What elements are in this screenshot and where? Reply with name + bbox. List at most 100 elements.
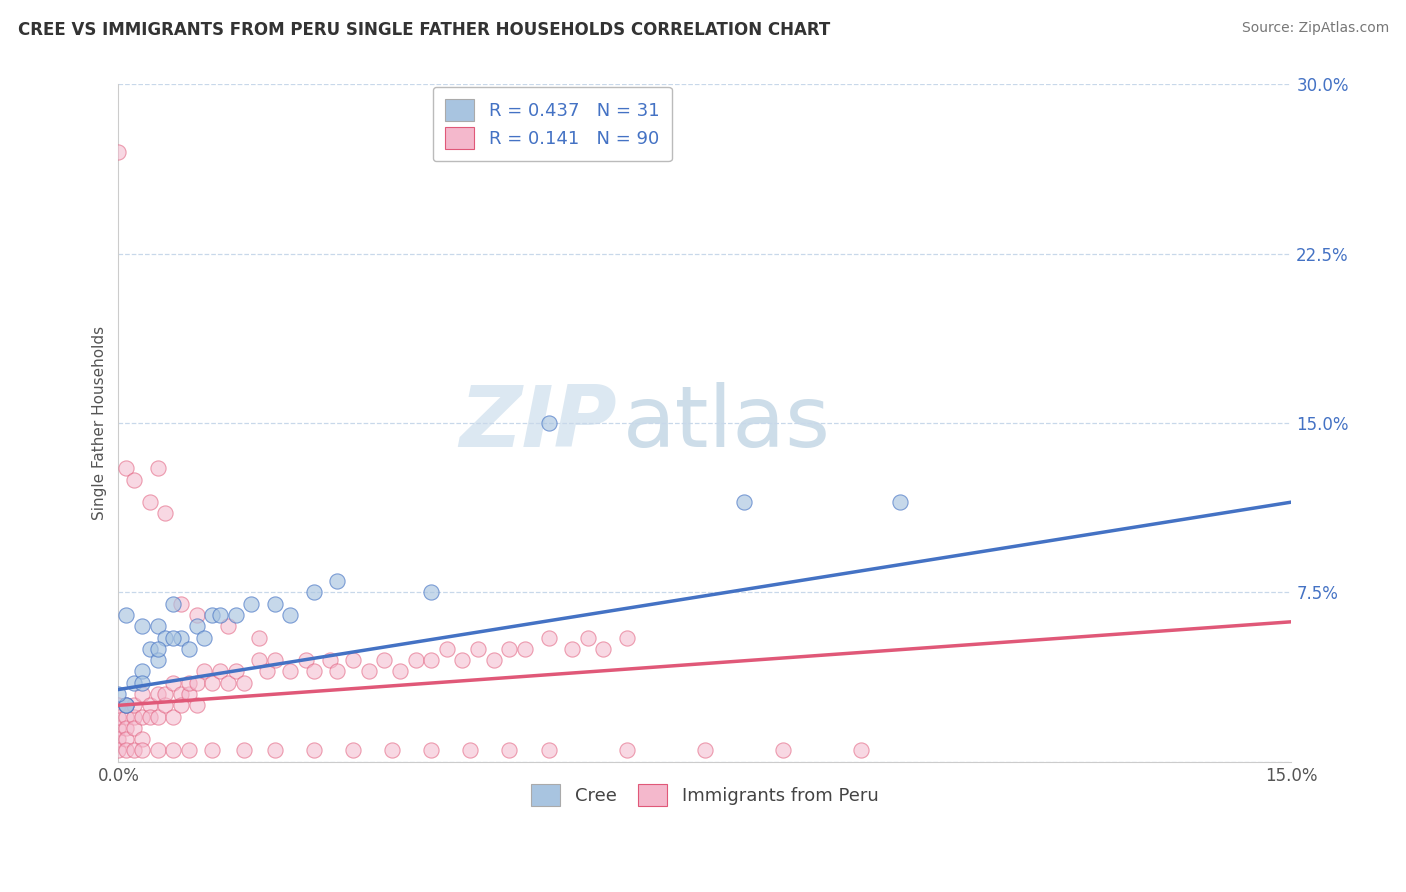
Point (357, 665, 380, 679)
Point (201, 743, 224, 757)
Text: atlas: atlas (623, 382, 831, 465)
Point (467, 641, 489, 656)
Point (513, 641, 536, 656)
Point (138, 709, 160, 723)
Point (146, 461, 169, 475)
Point (388, 665, 411, 679)
Text: ZIP: ZIP (460, 382, 617, 465)
Point (186, 675, 208, 690)
Point (131, 619, 153, 633)
Point (186, 619, 208, 633)
Point (247, 631, 270, 645)
Point (209, 607, 232, 622)
Point (177, 687, 200, 701)
Point (170, 698, 193, 713)
Point (186, 607, 208, 622)
Point (131, 675, 153, 690)
Point (146, 709, 169, 723)
Point (373, 653, 395, 667)
Point (170, 631, 193, 645)
Point (201, 675, 224, 690)
Point (115, 461, 138, 475)
Point (122, 698, 145, 713)
Point (131, 687, 153, 701)
Point (115, 698, 138, 713)
Point (616, 743, 638, 757)
Point (115, 721, 138, 735)
Point (436, 641, 458, 656)
Point (162, 597, 184, 611)
Point (115, 698, 138, 713)
Point (256, 665, 278, 679)
Point (232, 743, 254, 757)
Point (318, 653, 340, 667)
Point (146, 619, 169, 633)
Point (107, 145, 129, 160)
Point (177, 675, 200, 690)
Point (498, 641, 520, 656)
Point (131, 665, 153, 679)
Point (537, 631, 560, 645)
Point (138, 698, 160, 713)
Point (889, 495, 911, 509)
Point (155, 698, 177, 713)
Point (170, 597, 193, 611)
Point (326, 574, 349, 589)
Point (162, 675, 184, 690)
Point (155, 507, 177, 521)
Point (851, 743, 873, 757)
Point (263, 597, 285, 611)
Point (225, 607, 247, 622)
Point (155, 687, 177, 701)
Point (177, 743, 200, 757)
Point (107, 743, 129, 757)
Point (209, 665, 232, 679)
Point (122, 709, 145, 723)
Point (162, 631, 184, 645)
Point (146, 653, 169, 667)
Point (537, 743, 560, 757)
Point (420, 653, 443, 667)
Point (302, 665, 325, 679)
Point (576, 631, 599, 645)
Point (280, 607, 302, 622)
Point (733, 495, 755, 509)
Point (201, 607, 224, 622)
Point (460, 743, 482, 757)
Point (193, 631, 215, 645)
Point (107, 687, 129, 701)
Point (162, 743, 184, 757)
Point (131, 709, 153, 723)
Point (616, 631, 638, 645)
Point (107, 721, 129, 735)
Point (381, 743, 404, 757)
Point (107, 698, 129, 713)
Point (170, 687, 193, 701)
Point (498, 743, 520, 757)
Point (115, 698, 138, 713)
Point (122, 743, 145, 757)
Point (155, 631, 177, 645)
Point (326, 665, 349, 679)
Point (592, 641, 614, 656)
Point (232, 675, 254, 690)
Point (115, 732, 138, 747)
Point (342, 743, 364, 757)
Text: Source: ZipAtlas.com: Source: ZipAtlas.com (1241, 21, 1389, 36)
Point (302, 585, 325, 599)
Point (217, 619, 239, 633)
Point (240, 597, 263, 611)
Point (107, 709, 129, 723)
Point (138, 641, 160, 656)
Y-axis label: Single Father Households: Single Father Households (93, 326, 107, 520)
Point (186, 698, 208, 713)
Point (107, 732, 129, 747)
Point (280, 665, 302, 679)
Point (537, 416, 560, 430)
Point (122, 721, 145, 735)
Point (451, 653, 474, 667)
Point (295, 653, 318, 667)
Point (138, 495, 160, 509)
Point (115, 743, 138, 757)
Point (225, 665, 247, 679)
